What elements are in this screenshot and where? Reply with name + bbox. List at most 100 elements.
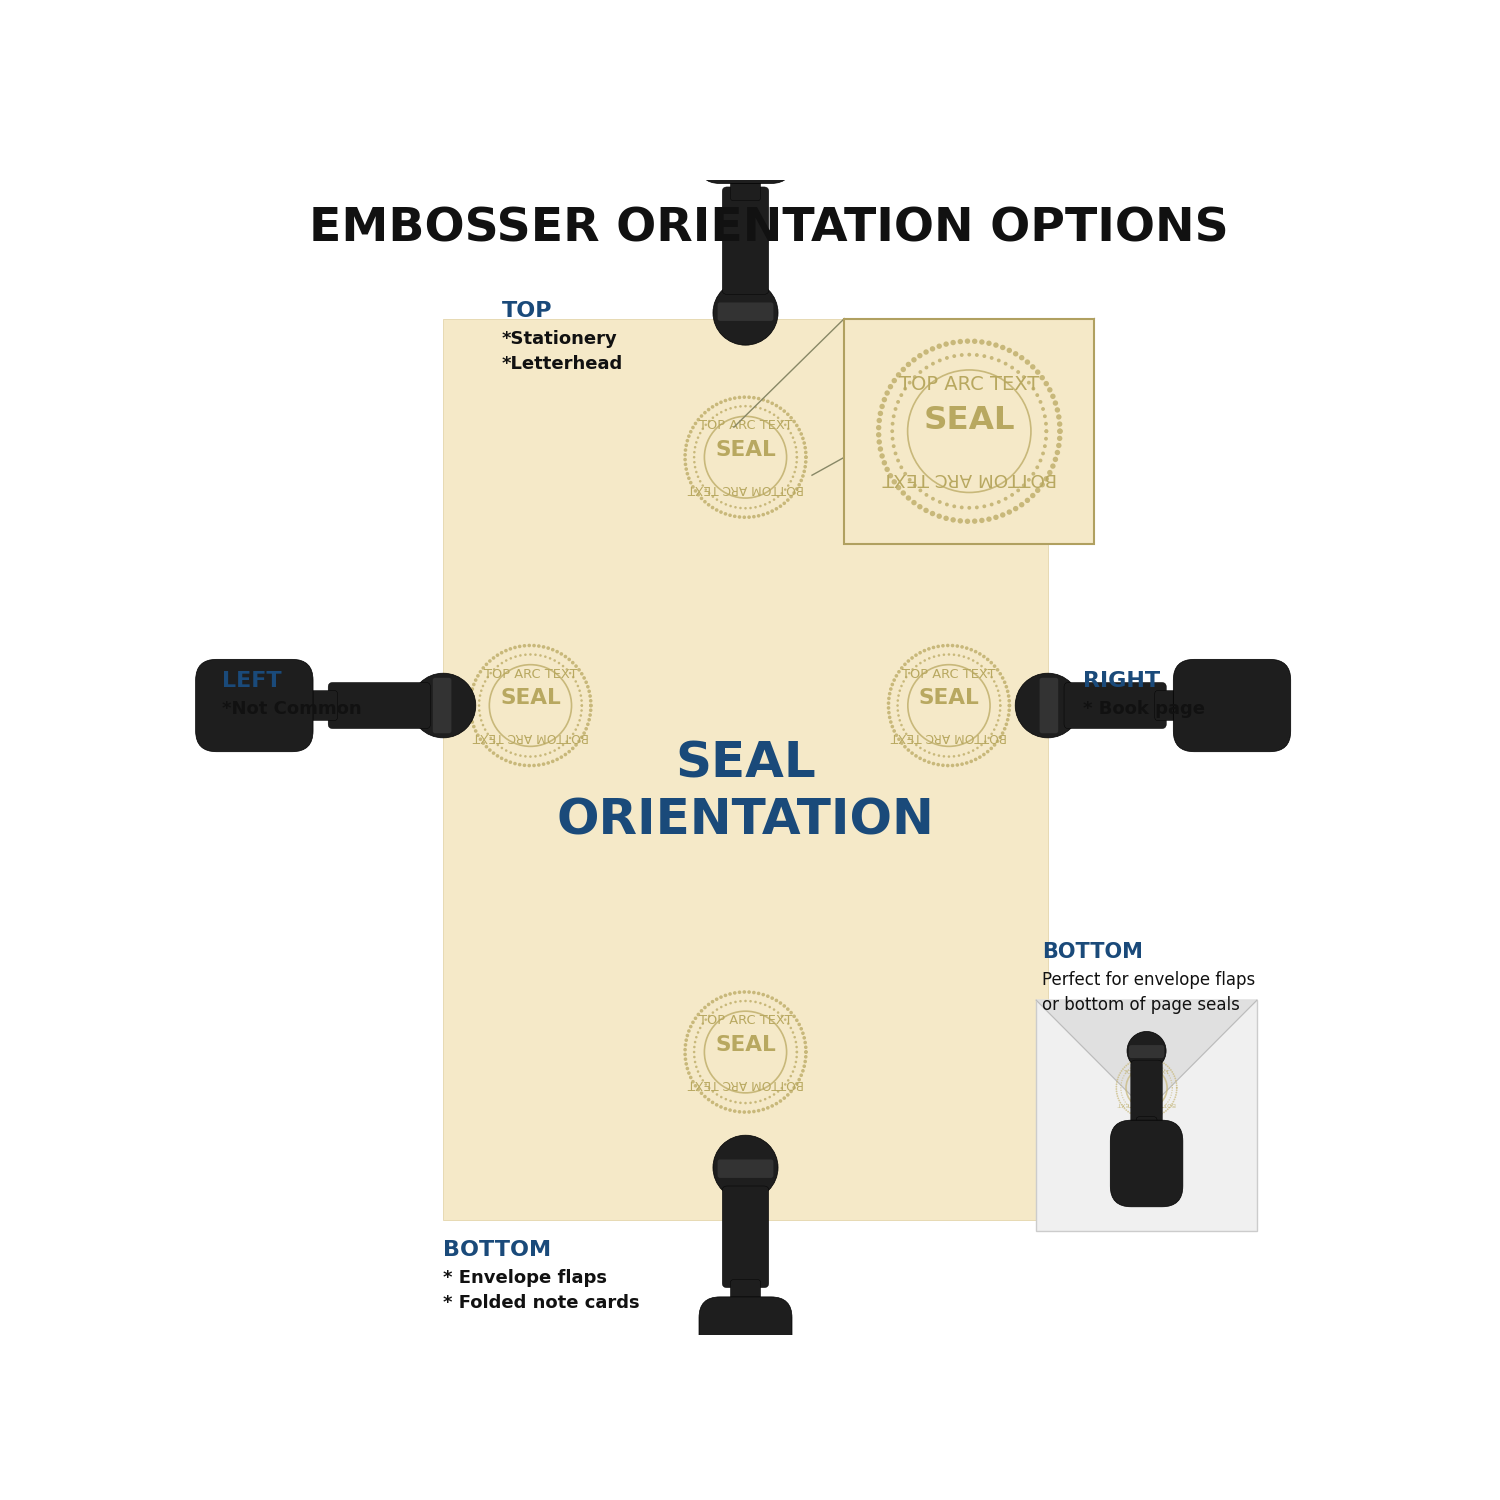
Circle shape: [471, 687, 474, 692]
Circle shape: [768, 411, 771, 414]
Circle shape: [777, 417, 780, 419]
Circle shape: [480, 690, 483, 692]
Circle shape: [693, 1050, 696, 1053]
Circle shape: [795, 460, 798, 464]
Circle shape: [716, 498, 718, 501]
Circle shape: [932, 362, 934, 366]
Circle shape: [1122, 1068, 1124, 1070]
FancyBboxPatch shape: [1036, 1000, 1257, 1232]
Circle shape: [998, 358, 1000, 363]
Circle shape: [1176, 1088, 1178, 1089]
Circle shape: [1030, 364, 1035, 369]
Circle shape: [993, 742, 996, 747]
Text: * Envelope flaps
* Folded note cards: * Envelope flaps * Folded note cards: [444, 1269, 640, 1312]
Circle shape: [914, 483, 916, 488]
FancyBboxPatch shape: [723, 188, 768, 294]
Circle shape: [800, 1074, 802, 1077]
Circle shape: [694, 466, 696, 468]
Circle shape: [972, 750, 975, 752]
Circle shape: [1148, 1058, 1149, 1059]
Circle shape: [488, 748, 492, 752]
Circle shape: [478, 704, 480, 706]
Circle shape: [878, 447, 884, 452]
Circle shape: [708, 420, 711, 423]
Circle shape: [999, 699, 1002, 702]
Circle shape: [1148, 1118, 1149, 1119]
Circle shape: [1024, 360, 1030, 364]
Circle shape: [974, 758, 978, 760]
Circle shape: [1138, 1116, 1140, 1118]
Circle shape: [960, 645, 964, 648]
Circle shape: [1166, 1110, 1167, 1112]
Circle shape: [968, 752, 970, 754]
Circle shape: [795, 1060, 796, 1064]
Circle shape: [982, 354, 986, 358]
Circle shape: [789, 1026, 792, 1029]
Circle shape: [876, 419, 882, 423]
Circle shape: [1010, 494, 1014, 496]
Circle shape: [708, 1088, 711, 1089]
Circle shape: [1041, 452, 1046, 456]
Circle shape: [1174, 1094, 1178, 1096]
Circle shape: [903, 680, 904, 682]
Circle shape: [718, 996, 723, 999]
Circle shape: [692, 426, 694, 429]
Circle shape: [940, 644, 945, 648]
Circle shape: [788, 1023, 789, 1025]
Circle shape: [999, 704, 1002, 706]
Circle shape: [478, 699, 480, 702]
Circle shape: [888, 716, 891, 718]
Circle shape: [470, 716, 472, 718]
Circle shape: [900, 490, 906, 495]
Circle shape: [768, 1005, 771, 1008]
Circle shape: [892, 444, 896, 448]
Circle shape: [692, 1080, 694, 1083]
Circle shape: [980, 518, 984, 524]
Circle shape: [904, 676, 908, 678]
Circle shape: [492, 656, 495, 660]
Circle shape: [1007, 510, 1013, 515]
Circle shape: [891, 378, 897, 384]
FancyBboxPatch shape: [1064, 682, 1167, 729]
Circle shape: [762, 513, 765, 516]
FancyBboxPatch shape: [1110, 1120, 1184, 1208]
Circle shape: [772, 414, 776, 416]
Circle shape: [1030, 494, 1035, 498]
Circle shape: [879, 453, 885, 459]
Circle shape: [519, 754, 522, 758]
Circle shape: [738, 396, 741, 399]
Circle shape: [976, 747, 980, 748]
Circle shape: [916, 504, 922, 510]
Circle shape: [784, 489, 786, 490]
Circle shape: [938, 500, 942, 504]
Circle shape: [1044, 429, 1048, 433]
Text: TOP ARC TEXT: TOP ARC TEXT: [1124, 1070, 1170, 1074]
Circle shape: [998, 694, 1000, 698]
Circle shape: [924, 507, 928, 513]
Circle shape: [699, 1026, 702, 1029]
Circle shape: [720, 501, 723, 504]
Circle shape: [795, 1050, 798, 1053]
Circle shape: [892, 678, 896, 682]
Circle shape: [980, 339, 984, 345]
Text: * Book page: * Book page: [1083, 699, 1204, 718]
Circle shape: [788, 1078, 789, 1082]
Circle shape: [1126, 1064, 1130, 1065]
Circle shape: [550, 648, 555, 651]
FancyBboxPatch shape: [1173, 660, 1290, 752]
Circle shape: [1000, 512, 1005, 518]
Circle shape: [1028, 381, 1030, 384]
Circle shape: [998, 714, 1000, 717]
Circle shape: [996, 740, 999, 742]
Circle shape: [786, 1094, 789, 1096]
Circle shape: [696, 1088, 700, 1092]
Circle shape: [904, 732, 908, 735]
Circle shape: [900, 366, 906, 372]
Circle shape: [564, 753, 567, 756]
Circle shape: [758, 398, 760, 400]
Circle shape: [468, 696, 472, 700]
Circle shape: [1040, 375, 1046, 381]
Circle shape: [489, 736, 492, 740]
Circle shape: [704, 411, 706, 414]
Circle shape: [738, 1110, 741, 1113]
